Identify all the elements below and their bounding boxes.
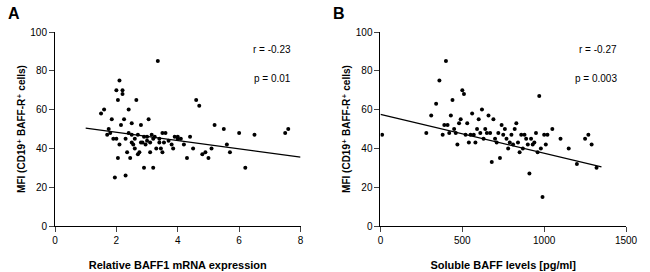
svg-text:8: 8 [298, 235, 304, 246]
svg-text:p = 0.01: p = 0.01 [254, 73, 291, 84]
svg-text:40: 40 [361, 143, 373, 154]
svg-text:MFI (CD19⁺ BAFF-R⁺ cells): MFI (CD19⁺ BAFF-R⁺ cells) [16, 65, 27, 193]
svg-text:MFI (CD19⁺ BAFF-R⁺ cells): MFI (CD19⁺ BAFF-R⁺ cells) [341, 65, 352, 193]
svg-text:4: 4 [175, 235, 181, 246]
svg-text:80: 80 [36, 65, 48, 76]
svg-text:20: 20 [36, 182, 48, 193]
svg-text:p = 0.003: p = 0.003 [575, 73, 617, 84]
svg-text:r = -0.23: r = -0.23 [253, 44, 291, 55]
svg-text:Relative BAFF1 mRNA expression: Relative BAFF1 mRNA expression [89, 259, 267, 271]
svg-text:6: 6 [236, 235, 242, 246]
svg-text:100: 100 [30, 27, 47, 38]
svg-text:60: 60 [36, 104, 48, 115]
svg-text:1000: 1000 [533, 235, 556, 246]
svg-text:40: 40 [36, 143, 48, 154]
svg-text:1500: 1500 [615, 235, 638, 246]
svg-text:80: 80 [361, 65, 373, 76]
svg-text:A: A [8, 5, 20, 22]
svg-text:0: 0 [367, 221, 373, 232]
svg-text:B: B [333, 5, 345, 22]
svg-text:20: 20 [361, 182, 373, 193]
svg-text:r = -0.27: r = -0.27 [579, 44, 617, 55]
svg-text:0: 0 [41, 221, 47, 232]
svg-text:500: 500 [454, 235, 471, 246]
svg-text:60: 60 [361, 104, 373, 115]
svg-text:Soluble BAFF levels [pg/ml]: Soluble BAFF levels [pg/ml] [431, 259, 577, 271]
svg-text:2: 2 [114, 235, 120, 246]
svg-text:100: 100 [356, 27, 373, 38]
svg-text:0: 0 [378, 235, 384, 246]
svg-text:0: 0 [52, 235, 58, 246]
